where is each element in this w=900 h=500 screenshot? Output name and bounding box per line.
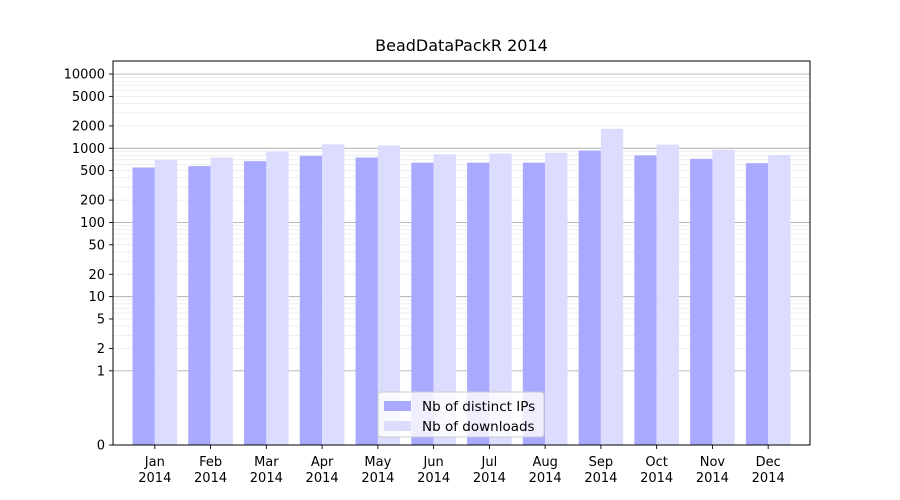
x-tick-label: Nov 2014 <box>696 455 729 486</box>
bar-downloads <box>768 155 791 445</box>
y-tick-label: 10000 <box>64 68 105 83</box>
y-tick-label: 10 <box>88 290 105 305</box>
legend: Nb of distinct IPs Nb of downloads <box>377 391 545 438</box>
y-tick-label: 1000 <box>72 142 105 157</box>
bar-downloads <box>545 152 568 445</box>
bar-downloads <box>266 151 289 445</box>
x-tick-label: Jul 2014 <box>473 455 506 486</box>
bar-distinct-ips <box>411 162 434 446</box>
y-tick-label: 5 <box>97 312 105 327</box>
y-tick-label: 0 <box>97 439 105 454</box>
y-tick-label: 100 <box>80 216 105 231</box>
y-tick-label: 200 <box>80 194 105 209</box>
y-tick-label: 500 <box>80 164 105 179</box>
bar-downloads <box>433 154 456 446</box>
legend-swatch <box>384 401 411 411</box>
bar-distinct-ips <box>745 163 769 445</box>
bar-distinct-ips <box>522 162 546 446</box>
legend-swatch <box>384 421 411 431</box>
x-tick-label: May 2014 <box>361 455 394 486</box>
y-tick-label: 1 <box>97 364 105 379</box>
bar-downloads <box>712 149 735 445</box>
bar-distinct-ips <box>188 166 211 445</box>
chart-title: BeadDataPackR 2014 <box>375 36 548 55</box>
bar-downloads <box>210 157 233 445</box>
bar-downloads <box>322 144 345 445</box>
x-tick-label: Oct 2014 <box>640 455 673 486</box>
bar-distinct-ips <box>690 158 713 446</box>
plot-frame <box>112 60 811 446</box>
x-tick-label: Jun 2014 <box>417 455 450 486</box>
x-tick-label: Aug 2014 <box>529 455 562 486</box>
bar-distinct-ips <box>355 157 378 445</box>
x-tick-label: Sep 2014 <box>584 455 617 486</box>
y-tick-label: 20 <box>88 268 105 283</box>
bar-distinct-ips <box>244 161 267 446</box>
x-tick-label: Mar 2014 <box>250 455 283 486</box>
y-axis: 0 1 2 5 10 20 50 100 200 500 1000 2000 5000 10000 <box>64 68 113 454</box>
bar-distinct-ips <box>299 155 323 445</box>
legend-box <box>377 391 545 438</box>
bar-distinct-ips <box>634 155 657 445</box>
y-tick-label: 50 <box>88 238 105 253</box>
x-tick-label: Feb 2014 <box>194 455 227 486</box>
x-tick-label: Apr 2014 <box>306 455 339 486</box>
y-tick-label: 2000 <box>72 119 105 134</box>
bar-downloads <box>377 145 401 445</box>
bar-distinct-ips <box>132 167 155 445</box>
bar-distinct-ips <box>578 150 601 445</box>
x-axis: Jan 2014 Feb 2014 Mar 2014 Apr 2014 May 2014 Jun 20… <box>138 445 785 486</box>
bar-downloads <box>489 153 512 446</box>
bar-downloads <box>154 159 178 445</box>
legend-label: Nb of downloads <box>422 419 535 435</box>
x-tick-label: Dec 2014 <box>752 455 785 486</box>
x-tick-label: Jan 2014 <box>138 455 171 486</box>
legend-label: Nb of distinct IPs <box>422 399 535 415</box>
bar-distinct-ips <box>467 162 490 446</box>
bars <box>132 128 791 446</box>
y-tick-label: 5000 <box>72 90 105 105</box>
bar-downloads <box>600 128 624 445</box>
bar-downloads <box>656 144 679 446</box>
y-tick-label: 2 <box>97 342 105 357</box>
